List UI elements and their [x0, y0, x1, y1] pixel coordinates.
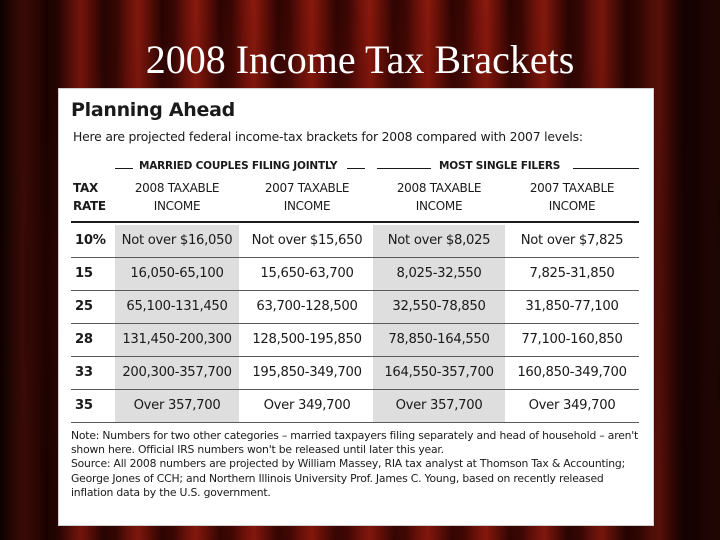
column-header-line: RATE	[73, 199, 106, 213]
single-2008-cell: 32,550-78,850	[373, 291, 505, 323]
column-header-line: 2008 TAXABLE	[134, 181, 220, 195]
single-2007-cell: 7,825-31,850	[529, 266, 615, 281]
married-2008-cell: Not over $16,050	[115, 225, 239, 257]
rate-cell: 28	[75, 332, 93, 347]
rate-cell: 25	[75, 299, 93, 314]
source-text: Source: All 2008 numbers are projected b…	[71, 457, 626, 499]
single-2008-cell: 164,550-357,700	[373, 357, 505, 389]
table-row: 35 Over 357,700 Over 349,700 Over 357,70…	[71, 390, 639, 423]
married-2007-cell: 128,500-195,850	[252, 332, 362, 347]
column-header-line: INCOME	[415, 199, 463, 213]
group-label-married-text: MARRIED COUPLES FILING JOINTLY	[139, 160, 338, 172]
married-2008-cell: Over 357,700	[115, 390, 239, 422]
panel-heading: Planning Ahead	[71, 99, 235, 121]
column-header-line: 2007 TAXABLE	[529, 181, 615, 195]
married-2007-cell: 195,850-349,700	[252, 365, 362, 380]
group-rule-left	[115, 168, 133, 169]
married-2008-cell: 131,450-200,300	[115, 324, 239, 356]
panel-subheading: Here are projected federal income-tax br…	[73, 129, 583, 144]
married-2008-cell: 200,300-357,700	[115, 357, 239, 389]
table-row: 15 16,050-65,100 15,650-63,700 8,025-32,…	[71, 258, 639, 291]
column-header-line: INCOME	[283, 199, 331, 213]
group-label-married: MARRIED COUPLES FILING JOINTLY	[115, 160, 365, 176]
rate-cell: 15	[75, 266, 93, 281]
married-2008-cell: 65,100-131,450	[115, 291, 239, 323]
column-header-married-2008: 2008 TAXABLE INCOME	[115, 179, 239, 215]
group-rule-left	[377, 168, 431, 169]
table-row: 25 65,100-131,450 63,700-128,500 32,550-…	[71, 291, 639, 324]
note-text: Note: Numbers for two other categories –…	[71, 429, 639, 457]
group-rule-right	[347, 168, 365, 169]
header-divider	[71, 221, 639, 223]
single-2007-cell: Not over $7,825	[520, 233, 624, 248]
married-2007-cell: 15,650-63,700	[260, 266, 354, 281]
single-2007-cell: 77,100-160,850	[521, 332, 623, 347]
column-header-line: 2007 TAXABLE	[264, 181, 350, 195]
rate-cell: 33	[75, 365, 93, 380]
column-header-line: INCOME	[548, 199, 596, 213]
married-2008-cell: 16,050-65,100	[115, 258, 239, 290]
married-2007-cell: 63,700-128,500	[256, 299, 358, 314]
group-rule-right	[573, 168, 639, 169]
married-2007-cell: Not over $15,650	[251, 233, 363, 248]
single-2008-cell: 78,850-164,550	[373, 324, 505, 356]
single-2008-cell: Over 357,700	[373, 390, 505, 422]
rate-cell: 35	[75, 398, 93, 413]
table-row: 28 131,450-200,300 128,500-195,850 78,85…	[71, 324, 639, 357]
single-2007-cell: 160,850-349,700	[517, 365, 627, 380]
table-row: 33 200,300-357,700 195,850-349,700 164,5…	[71, 357, 639, 390]
footnotes: Note: Numbers for two other categories –…	[71, 429, 645, 500]
column-header-married-2007: 2007 TAXABLE INCOME	[241, 179, 373, 215]
group-label-single: MOST SINGLE FILERS	[377, 160, 639, 176]
column-header-line: TAX	[73, 181, 98, 195]
rate-cell: 10%	[75, 233, 106, 248]
tax-bracket-panel: Planning Ahead Here are projected federa…	[58, 88, 654, 526]
column-header-rate: TAX RATE	[73, 179, 113, 215]
single-2008-cell: Not over $8,025	[373, 225, 505, 257]
column-header-line: INCOME	[153, 199, 201, 213]
single-2007-cell: 31,850-77,100	[525, 299, 619, 314]
married-2007-cell: Over 349,700	[263, 398, 351, 413]
single-2008-cell: 8,025-32,550	[373, 258, 505, 290]
slide-title: 2008 Income Tax Brackets	[145, 37, 575, 82]
column-header-line: 2008 TAXABLE	[396, 181, 482, 195]
group-label-single-text: MOST SINGLE FILERS	[439, 160, 561, 172]
table-row: 10% Not over $16,050 Not over $15,650 No…	[71, 225, 639, 258]
single-2007-cell: Over 349,700	[528, 398, 616, 413]
column-header-single-2007: 2007 TAXABLE INCOME	[505, 179, 639, 215]
column-header-single-2008: 2008 TAXABLE INCOME	[373, 179, 505, 215]
bracket-table: 10% Not over $16,050 Not over $15,650 No…	[71, 225, 639, 423]
